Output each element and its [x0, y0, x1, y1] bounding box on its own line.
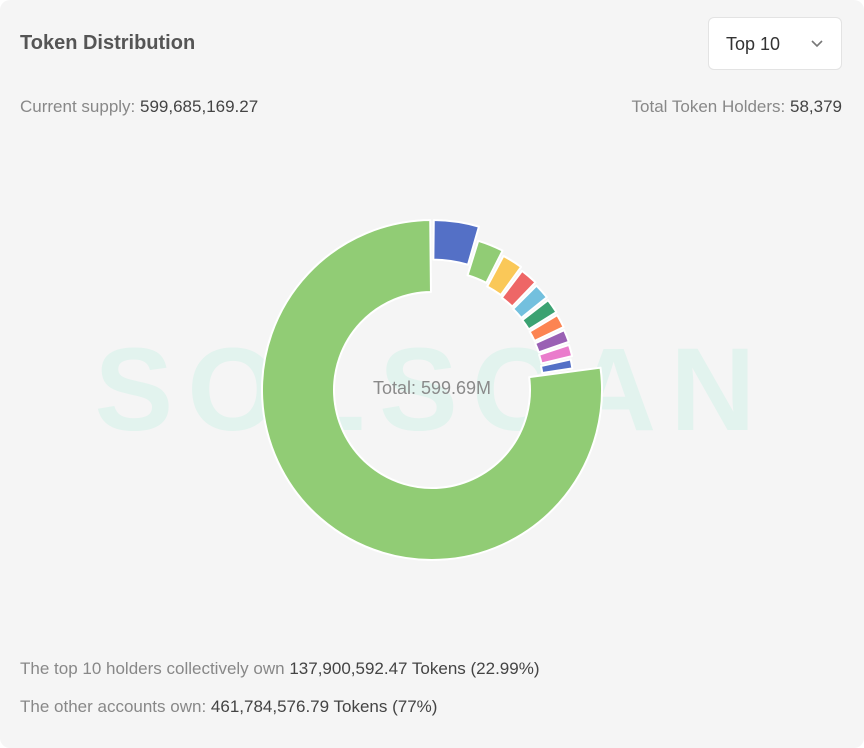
chevron-down-icon	[807, 34, 827, 54]
donut-slice-holder-4[interactable]	[500, 269, 537, 308]
donut-slice-holder-5[interactable]	[512, 284, 548, 319]
card-title: Token Distribution	[20, 32, 196, 54]
donut-slice-other-accounts[interactable]	[261, 219, 603, 561]
donut-slice-holder-3[interactable]	[486, 254, 523, 296]
donut-slice-holder-1[interactable]	[432, 219, 480, 266]
top-holders-summary-value: 137,900,592.47 Tokens (22.99%)	[289, 659, 540, 678]
top-holders-dropdown[interactable]: Top 10	[708, 17, 842, 70]
other-accounts-summary-value: 461,784,576.79 Tokens (77%)	[210, 697, 438, 716]
donut-chart: SOLSCAN Total: 599.69M	[0, 140, 864, 640]
current-supply-value: 599,685,169.27	[140, 97, 259, 116]
donut-slice-holder-7[interactable]	[528, 314, 565, 342]
other-accounts-summary-label: The other accounts own:	[20, 697, 207, 716]
current-supply: Current supply: 599,685,169.27	[20, 97, 258, 117]
current-supply-label: Current supply:	[20, 97, 136, 116]
total-holders-label: Total Token Holders:	[631, 97, 786, 116]
other-accounts-summary: The other accounts own: 461,784,576.79 T…	[20, 697, 437, 717]
donut-slice-holder-9[interactable]	[538, 343, 574, 365]
top-holders-summary-label: The top 10 holders collectively own	[20, 659, 285, 678]
donut-chart-svg: SOLSCAN Total: 599.69M	[95, 219, 770, 561]
dropdown-selected-value: Top 10	[726, 34, 781, 54]
donut-slice-holder-8[interactable]	[534, 329, 570, 354]
donut-slice-holder-2[interactable]	[466, 239, 504, 284]
top-holders-summary: The top 10 holders collectively own 137,…	[20, 659, 539, 679]
donut-slice-holder-10[interactable]	[539, 358, 574, 375]
total-holders: Total Token Holders: 58,379	[632, 97, 842, 117]
donut-slice-holder-6[interactable]	[521, 299, 558, 331]
total-holders-value: 58,379	[790, 97, 842, 116]
watermark-logo: SOLSCAN	[95, 324, 770, 456]
chart-center-total: Total: 599.69M	[373, 378, 491, 398]
